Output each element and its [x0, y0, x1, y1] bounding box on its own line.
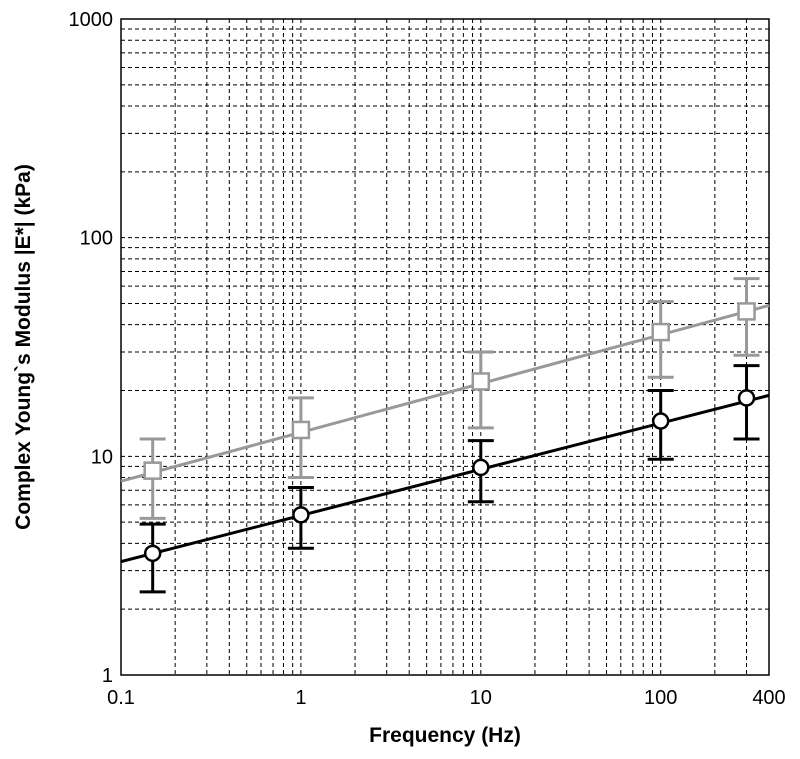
data-point-square	[143, 461, 162, 480]
x-tick-label: 100	[644, 687, 677, 709]
y-tick-label: 1	[102, 665, 113, 687]
data-point-circle	[472, 458, 490, 477]
x-tick-label: 400	[752, 687, 785, 709]
data-point-circle	[292, 506, 310, 524]
x-axis-title: Frequency (Hz)	[369, 724, 521, 747]
data-point-circle	[651, 412, 670, 430]
fit-line	[120, 303, 770, 483]
y-tick-label: 100	[80, 228, 113, 250]
data-point-square	[291, 420, 311, 440]
data-point-square	[737, 302, 756, 321]
plot-frame	[120, 18, 770, 676]
fit-lines	[120, 303, 770, 564]
data-point-circle	[737, 389, 756, 407]
grid	[121, 19, 769, 675]
data-point-circle	[143, 544, 162, 563]
y-axis-title: Complex Young`s Modulus |E*| (kPa)	[12, 164, 35, 530]
x-tick-label: 10	[470, 687, 492, 709]
markers	[143, 302, 756, 563]
x-tick-label: 0.1	[107, 687, 135, 709]
y-tick-label: 1000	[69, 9, 114, 31]
fit-line	[120, 393, 770, 564]
data-point-square	[651, 322, 670, 342]
x-tick-label: 1	[295, 687, 306, 709]
data-point-square	[471, 372, 491, 391]
y-tick-label: 10	[91, 446, 113, 468]
